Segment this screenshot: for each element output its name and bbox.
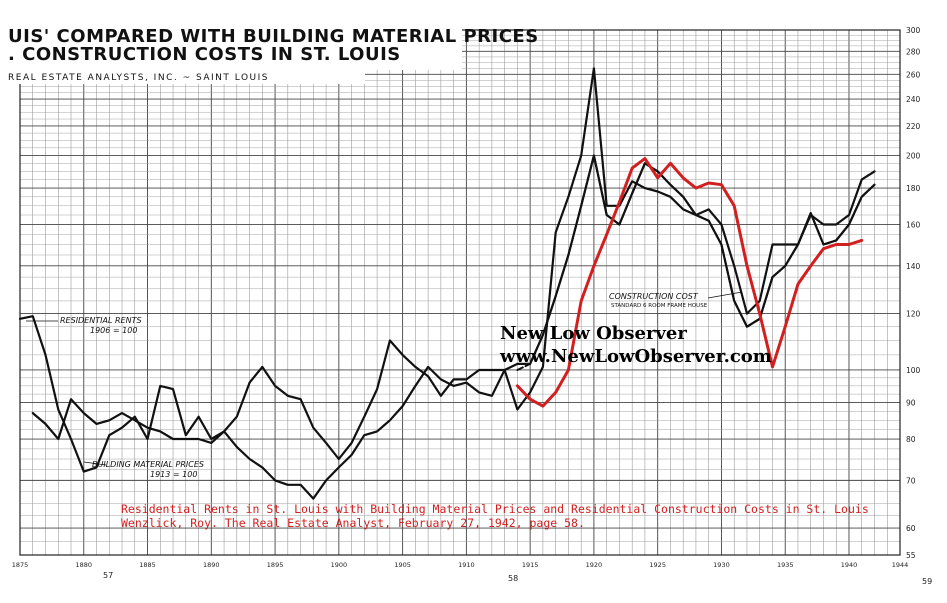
series-line-building-material-prices — [31, 67, 876, 500]
page-number-right: 59 — [922, 577, 932, 586]
annotation-residential-rents-sub: 1906 = 100 — [90, 326, 137, 335]
x-tick-label: 1944 — [892, 561, 909, 569]
x-tick-label: 1935 — [777, 561, 794, 569]
y-tick-label: 140 — [906, 262, 921, 271]
x-tick-label: 1930 — [713, 561, 730, 569]
series-line-construction-cost — [516, 154, 876, 371]
y-tick-label: 120 — [906, 310, 921, 319]
x-tick-label: 1910 — [458, 561, 475, 569]
y-tick-label: 240 — [906, 95, 921, 104]
x-tick-label: 1890 — [203, 561, 220, 569]
x-tick-label: 1880 — [75, 561, 92, 569]
annotation-construction-cost-sub: STANDARD 6 ROOM FRAME HOUSE — [611, 303, 708, 309]
annotation-residential-rents: RESIDENTIAL RENTS 1906 = 100 — [26, 316, 142, 335]
annotation-building-material-prices: BUILDING MATERIAL PRICES 1913 = 100 — [83, 460, 204, 479]
chart-title-line2: . CONSTRUCTION COSTS IN ST. LOUIS — [8, 44, 401, 65]
chart-title-line1: UIS' COMPARED WITH BUILDING MATERIAL PRI… — [8, 26, 539, 47]
y-tick-label: 160 — [906, 221, 921, 230]
y-tick-label: 280 — [906, 47, 921, 56]
annotation-building-material-prices-sub: 1913 = 100 — [150, 470, 197, 479]
x-tick-label: 1915 — [522, 561, 539, 569]
x-tick-label: 1925 — [649, 561, 666, 569]
annotation-construction-cost-label: CONSTRUCTION COST — [609, 292, 699, 301]
x-tick-label: 1905 — [394, 561, 411, 569]
page-number-middle: 58 — [508, 574, 518, 583]
y-tick-label: 60 — [906, 524, 916, 533]
caption-line1: Residential Rents in St. Louis with Buil… — [121, 502, 869, 516]
x-tick-label: 1900 — [331, 561, 348, 569]
page-number-left: 57 — [103, 571, 113, 580]
x-tick-label: 1885 — [139, 561, 156, 569]
y-tick-label: 200 — [906, 151, 921, 160]
y-tick-label: 100 — [906, 366, 921, 375]
annotation-building-material-prices-label: BUILDING MATERIAL PRICES — [92, 460, 204, 469]
y-tick-label: 55 — [906, 551, 916, 560]
watermark-url: www.NewLowObserver.com — [499, 346, 772, 367]
x-tick-label: 1875 — [12, 561, 29, 569]
y-tick-label: 70 — [906, 476, 916, 485]
y-tick-label: 220 — [906, 122, 921, 131]
publisher-label: REAL ESTATE ANALYSTS, INC. ~ SAINT LOUIS — [8, 73, 269, 83]
y-tick-label: 260 — [906, 70, 921, 79]
y-axis: 300 280 260 240 220 200 180 160 140 120 100 90 80 70 6… — [906, 26, 921, 560]
annotation-construction-cost: CONSTRUCTION COST STANDARD 6 ROOM FRAME … — [609, 291, 743, 309]
series-layer — [18, 67, 876, 500]
y-tick-label: 80 — [906, 435, 916, 444]
x-tick-label: 1920 — [586, 561, 603, 569]
x-axis: 1875 1880 1885 1890 1895 1900 1905 1910 1915 1920… — [12, 561, 909, 569]
caption-line2: Wenzlick, Roy. The Real Estate Analyst, … — [121, 516, 585, 530]
series-line-construction-cost-highlight — [515, 157, 864, 408]
watermark-name: New Low Observer — [500, 323, 687, 344]
x-tick-label: 1895 — [267, 561, 284, 569]
y-tick-label: 300 — [906, 26, 921, 35]
x-tick-label: 1940 — [841, 561, 858, 569]
y-tick-label: 90 — [906, 399, 916, 408]
y-tick-label: 180 — [906, 184, 921, 193]
annotation-residential-rents-label: RESIDENTIAL RENTS — [60, 316, 142, 325]
